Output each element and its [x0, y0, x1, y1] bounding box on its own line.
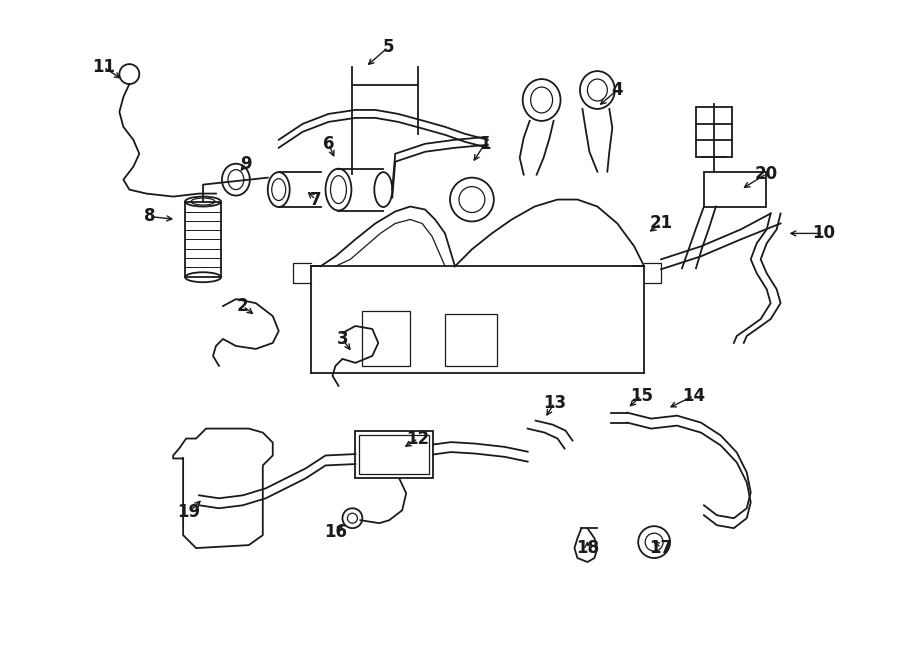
- Text: 16: 16: [324, 523, 347, 541]
- Text: 2: 2: [237, 297, 248, 315]
- Text: 17: 17: [650, 539, 672, 557]
- Text: 19: 19: [177, 503, 201, 522]
- Text: 5: 5: [382, 38, 394, 56]
- Bar: [704, 172, 766, 206]
- Text: 1: 1: [479, 135, 490, 153]
- Text: 3: 3: [337, 330, 348, 348]
- Text: 12: 12: [407, 430, 429, 447]
- Text: 20: 20: [755, 165, 778, 182]
- Text: 8: 8: [143, 208, 155, 225]
- Text: 15: 15: [630, 387, 652, 405]
- Text: 9: 9: [240, 155, 252, 173]
- Text: 11: 11: [92, 58, 115, 76]
- Text: 14: 14: [682, 387, 706, 405]
- Text: 21: 21: [650, 214, 672, 233]
- Text: 4: 4: [611, 81, 623, 99]
- Text: 6: 6: [323, 135, 334, 153]
- Text: 13: 13: [543, 394, 566, 412]
- Text: 7: 7: [310, 190, 321, 209]
- Text: 10: 10: [812, 225, 835, 243]
- Bar: [696, 107, 732, 157]
- Bar: [445, 314, 497, 366]
- Bar: [185, 202, 221, 277]
- Text: 18: 18: [576, 539, 598, 557]
- Bar: [363, 311, 410, 366]
- Bar: [359, 434, 429, 475]
- Bar: [356, 430, 433, 479]
